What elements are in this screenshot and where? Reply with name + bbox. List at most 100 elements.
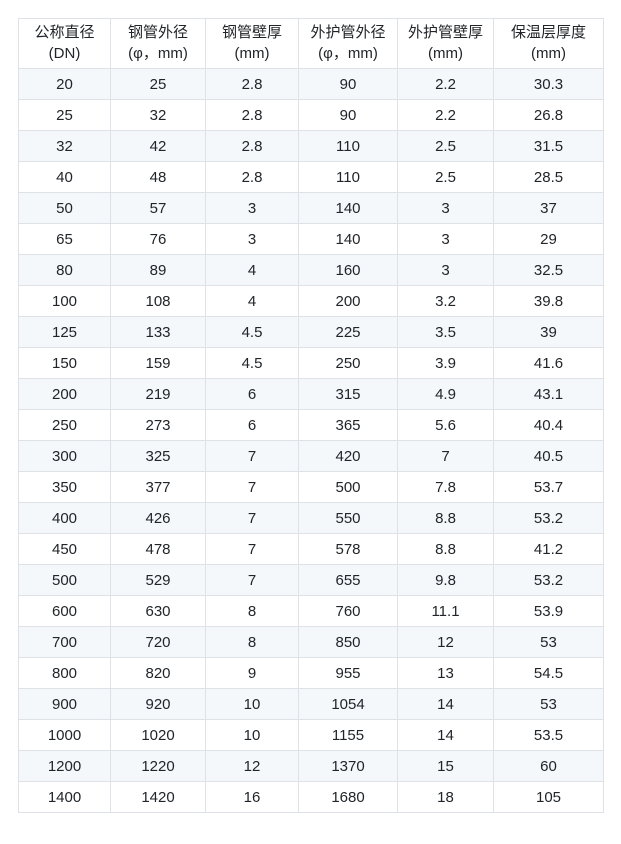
- table-cell: 600: [18, 595, 111, 627]
- table-row: 20 25 2.8 90 2.2 30.3: [18, 68, 604, 100]
- table-cell: 90: [298, 68, 398, 100]
- table-cell: 1370: [298, 750, 398, 782]
- table-cell: 25: [18, 99, 111, 131]
- table-header: 公称直径 (DN) 钢管外径 (φ，mm) 钢管壁厚 (mm) 外护管外径 (φ…: [18, 18, 604, 69]
- table-cell: 225: [298, 316, 398, 348]
- table-cell: 110: [298, 161, 398, 193]
- table-cell: 20: [18, 68, 111, 100]
- table-cell: 80: [18, 254, 111, 286]
- table-row: 800 820 9 955 13 54.5: [18, 657, 604, 689]
- table-row: 900 920 10 1054 14 53: [18, 688, 604, 720]
- table-row: 700 720 8 850 12 53: [18, 626, 604, 658]
- table-cell: 630: [110, 595, 206, 627]
- table-cell: 300: [18, 440, 111, 472]
- table-cell: 159: [110, 347, 206, 379]
- table-cell: 2.8: [205, 130, 299, 162]
- col-header-unit: (DN): [48, 44, 81, 62]
- table-row: 300 325 7 420 7 40.5: [18, 440, 604, 472]
- table-cell: 1420: [110, 781, 206, 813]
- table-cell: 700: [18, 626, 111, 658]
- table-row: 40 48 2.8 110 2.5 28.5: [18, 161, 604, 193]
- table-cell: 7: [205, 533, 299, 565]
- table-cell: 31.5: [493, 130, 604, 162]
- table-cell: 350: [18, 471, 111, 503]
- table-body: 20 25 2.8 90 2.2 30.3 25 32 2.8 90 2.2 26.8 32 42 2.8 1…: [18, 68, 604, 813]
- table-row: 125 133 4.5 225 3.5 39: [18, 316, 604, 348]
- table-cell: 250: [298, 347, 398, 379]
- table-cell: 1155: [298, 719, 398, 751]
- table-cell: 65: [18, 223, 111, 255]
- table-cell: 3: [397, 192, 494, 224]
- table-cell: 820: [110, 657, 206, 689]
- table-cell: 32: [110, 99, 206, 131]
- table-cell: 53.2: [493, 564, 604, 596]
- table-cell: 53: [493, 626, 604, 658]
- table-cell: 1200: [18, 750, 111, 782]
- table-cell: 76: [110, 223, 206, 255]
- table-cell: 400: [18, 502, 111, 534]
- table-cell: 1000: [18, 719, 111, 751]
- table-cell: 48: [110, 161, 206, 193]
- col-header-insulation-thickness: 保温层厚度 (mm): [493, 18, 604, 69]
- table-cell: 500: [18, 564, 111, 596]
- table-cell: 4.5: [205, 347, 299, 379]
- table-row: 1000 1020 10 1155 14 53.5: [18, 719, 604, 751]
- table-cell: 2.5: [397, 161, 494, 193]
- table-cell: 315: [298, 378, 398, 410]
- col-header-label: 公称直径: [34, 24, 95, 42]
- table-row: 200 219 6 315 4.9 43.1: [18, 378, 604, 410]
- table-cell: 3.5: [397, 316, 494, 348]
- col-header-nominal-diameter: 公称直径 (DN): [18, 18, 111, 69]
- table-cell: 53.5: [493, 719, 604, 751]
- table-cell: 57: [110, 192, 206, 224]
- table-cell: 150: [18, 347, 111, 379]
- table-row: 50 57 3 140 3 37: [18, 192, 604, 224]
- table-row: 450 478 7 578 8.8 41.2: [18, 533, 604, 565]
- table-cell: 420: [298, 440, 398, 472]
- table-cell: 7.8: [397, 471, 494, 503]
- table-cell: 29: [493, 223, 604, 255]
- table-cell: 7: [205, 471, 299, 503]
- table-cell: 5.6: [397, 409, 494, 441]
- table-cell: 2.8: [205, 68, 299, 100]
- table-cell: 720: [110, 626, 206, 658]
- table-cell: 8: [205, 626, 299, 658]
- table-cell: 760: [298, 595, 398, 627]
- table-row: 25 32 2.8 90 2.2 26.8: [18, 99, 604, 131]
- table-cell: 10: [205, 688, 299, 720]
- table-cell: 37: [493, 192, 604, 224]
- table-cell: 39.8: [493, 285, 604, 317]
- table-cell: 3.9: [397, 347, 494, 379]
- col-header-label: 保温层厚度: [510, 24, 586, 42]
- table-cell: 4: [205, 254, 299, 286]
- table-cell: 30.3: [493, 68, 604, 100]
- table-cell: 1680: [298, 781, 398, 813]
- table-cell: 1220: [110, 750, 206, 782]
- col-header-label: 钢管壁厚: [221, 24, 282, 42]
- table-cell: 200: [18, 378, 111, 410]
- table-cell: 39: [493, 316, 604, 348]
- table-cell: 89: [110, 254, 206, 286]
- table-cell: 478: [110, 533, 206, 565]
- table-cell: 7: [205, 440, 299, 472]
- table-cell: 41.2: [493, 533, 604, 565]
- table-cell: 8.8: [397, 502, 494, 534]
- table-cell: 8: [205, 595, 299, 627]
- table-row: 80 89 4 160 3 32.5: [18, 254, 604, 286]
- table-cell: 25: [110, 68, 206, 100]
- table-cell: 426: [110, 502, 206, 534]
- table-cell: 43.1: [493, 378, 604, 410]
- table-cell: 1054: [298, 688, 398, 720]
- table-cell: 325: [110, 440, 206, 472]
- table-cell: 1400: [18, 781, 111, 813]
- table-cell: 14: [397, 719, 494, 751]
- col-header-unit: (φ，mm): [318, 44, 378, 62]
- table-row: 65 76 3 140 3 29: [18, 223, 604, 255]
- table-cell: 8.8: [397, 533, 494, 565]
- table-cell: 4: [205, 285, 299, 317]
- table-cell: 6: [205, 409, 299, 441]
- table-cell: 53.7: [493, 471, 604, 503]
- table-cell: 2.2: [397, 99, 494, 131]
- table-cell: 500: [298, 471, 398, 503]
- table-cell: 140: [298, 223, 398, 255]
